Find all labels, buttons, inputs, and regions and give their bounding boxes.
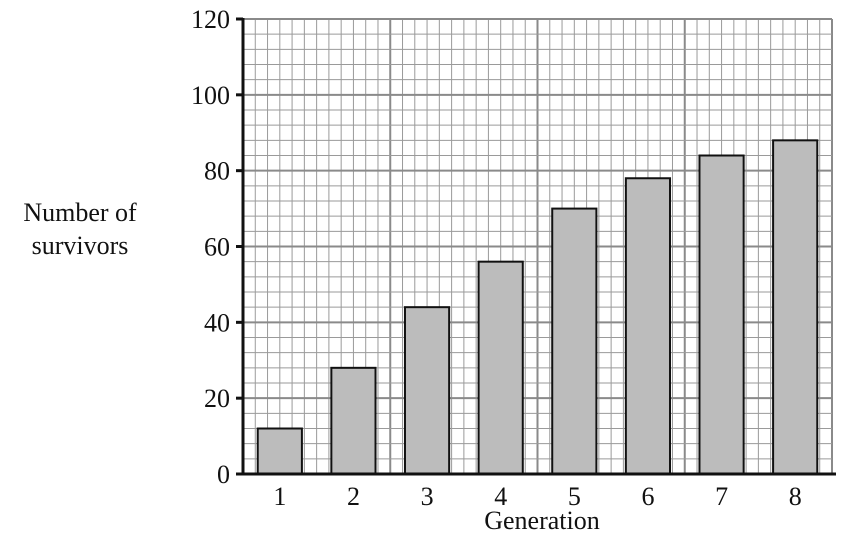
x-tick-label: 1 [273, 482, 286, 511]
x-tick-label: 2 [347, 482, 360, 511]
y-axis-label-line-1: Number of [23, 198, 137, 227]
bar-generation-1 [256, 427, 303, 475]
y-tick-label: 60 [204, 233, 230, 262]
bar-generation-8 [772, 139, 819, 475]
bar-generation-7 [698, 154, 745, 475]
y-tick-label: 80 [204, 157, 230, 186]
x-tick-label: 8 [789, 482, 802, 511]
y-tick-labels: 0 20 40 60 80 100 120 [191, 5, 243, 489]
x-tick-label: 4 [494, 482, 507, 511]
x-tick-label: 6 [641, 482, 654, 511]
y-tick-label: 40 [204, 308, 230, 337]
bar-generation-6 [624, 177, 672, 475]
x-tick-label: 3 [421, 482, 434, 511]
bar-generation-5 [551, 207, 598, 475]
x-tick-label: 5 [568, 482, 581, 511]
x-axis-label: Generation [484, 506, 600, 535]
bars [256, 139, 819, 476]
x-tick-label: 7 [715, 482, 728, 511]
y-tick-label: 100 [191, 81, 230, 110]
y-tick-label: 0 [217, 460, 230, 489]
x-tick-labels: 1 2 3 4 5 6 7 8 [273, 482, 801, 511]
y-tick-label: 20 [204, 384, 230, 413]
bar-generation-3 [403, 306, 451, 475]
y-axis-label-line-2: survivors [32, 231, 129, 260]
bar-generation-4 [477, 260, 524, 475]
bar-generation-2 [330, 366, 377, 476]
y-tick-label: 120 [191, 5, 230, 34]
